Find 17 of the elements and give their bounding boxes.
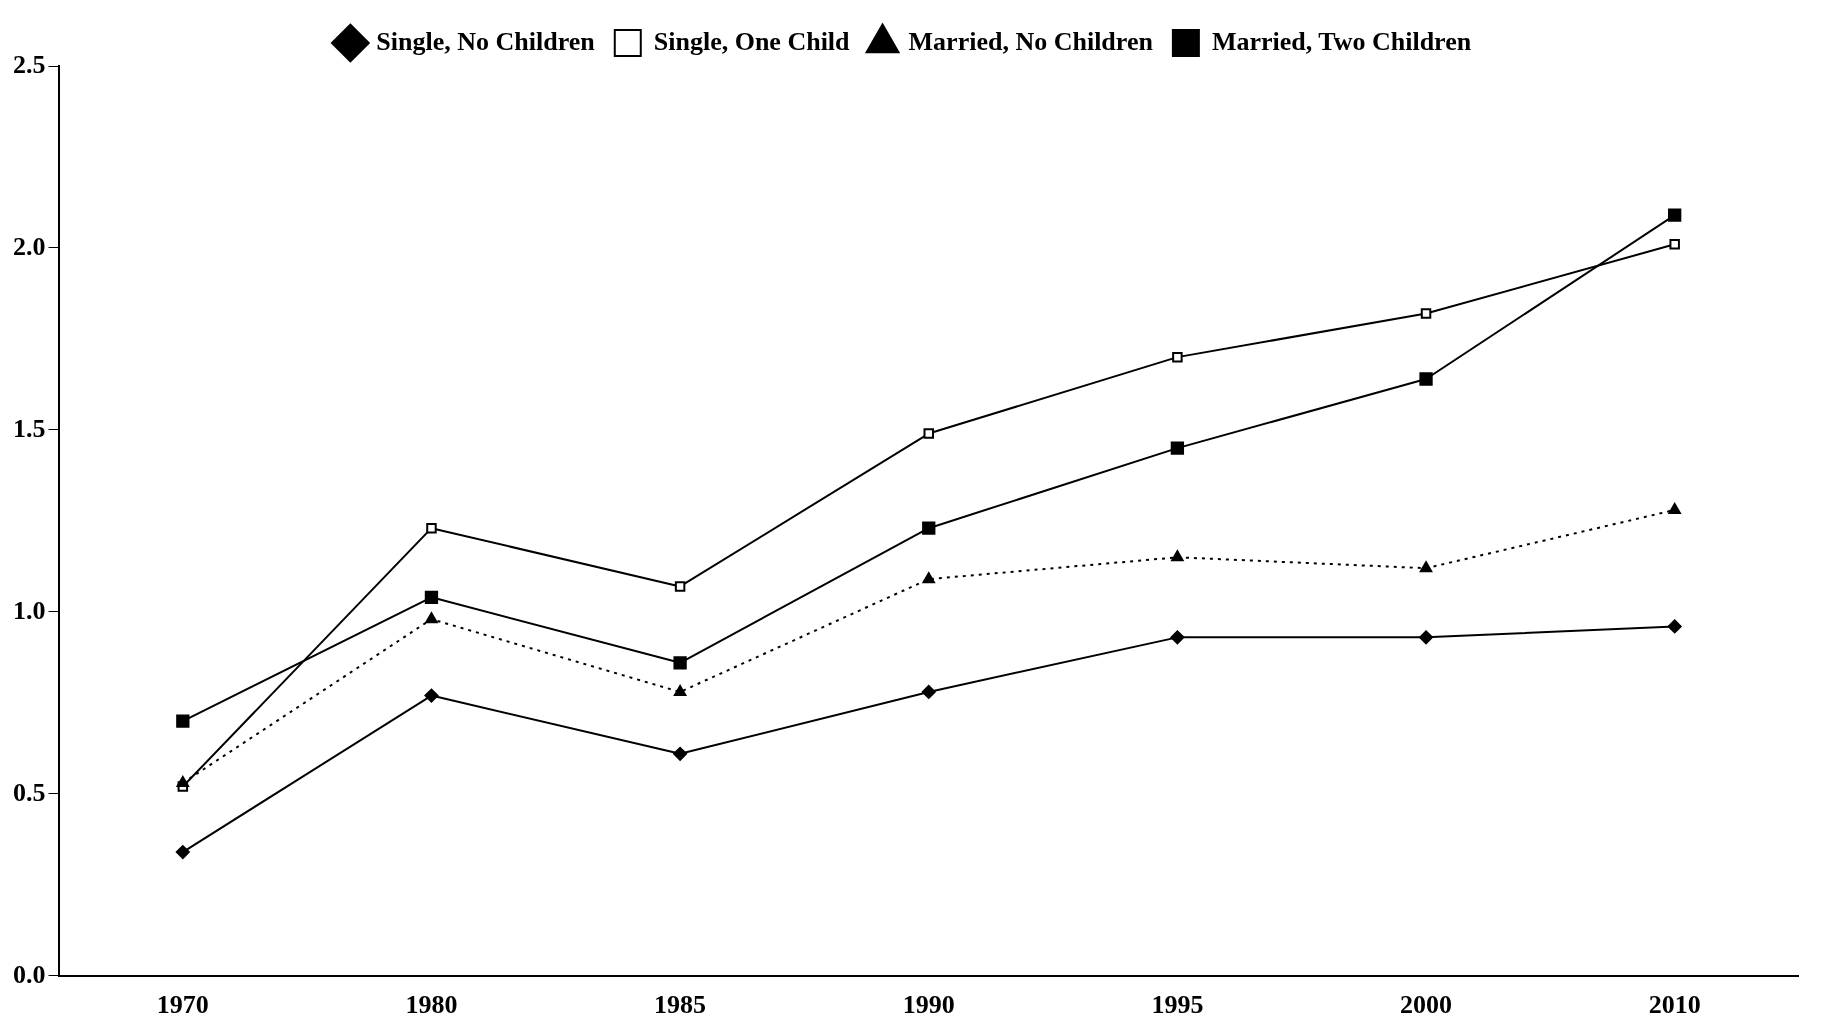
y-tick-label: 2.5 xyxy=(13,49,46,79)
legend-label: Married, No Children xyxy=(908,26,1154,56)
x-tick-label: 1985 xyxy=(654,990,707,1020)
x-tick-label: 1980 xyxy=(405,990,458,1020)
y-tick-label: 0.0 xyxy=(13,959,46,989)
y-tick-label: 1.5 xyxy=(13,413,46,443)
x-tick-label: 1970 xyxy=(156,990,209,1020)
y-tick-label: 0.5 xyxy=(13,777,46,807)
x-tick-label: 1990 xyxy=(902,990,955,1020)
x-tick-label: 2000 xyxy=(1400,990,1453,1020)
y-tick-label: 1.0 xyxy=(13,595,46,625)
legend-label: Single, One Child xyxy=(653,26,851,56)
legend-label: Married, Two Children xyxy=(1211,26,1472,56)
legend-label: Single, No Children xyxy=(376,26,596,56)
x-tick-label: 1995 xyxy=(1151,990,1204,1020)
y-tick-label: 2.0 xyxy=(13,231,46,261)
x-tick-label: 2010 xyxy=(1648,990,1701,1020)
